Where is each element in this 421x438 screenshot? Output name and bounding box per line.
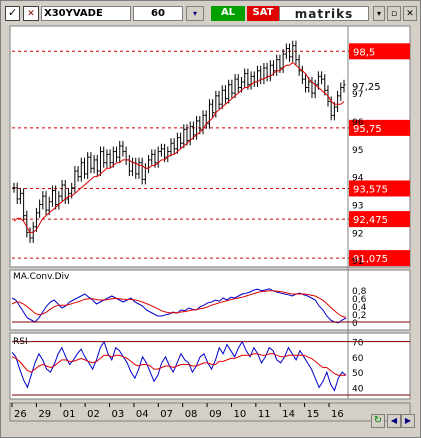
y-tick-label: 50 xyxy=(352,369,364,379)
y-tick-label: 0,6 xyxy=(352,295,367,305)
macd-line xyxy=(11,288,347,324)
y-tick-label: 40 xyxy=(352,384,364,394)
x-tick-label: 29 xyxy=(38,409,51,420)
ma-line xyxy=(13,61,345,233)
scroll-right-icon[interactable]: ▶ xyxy=(401,414,415,428)
level-box xyxy=(349,43,410,60)
x-tick-label: 01 xyxy=(63,409,76,420)
y-tick-label: 0,4 xyxy=(352,303,367,313)
level-box xyxy=(349,211,410,228)
settings-dropdown-icon[interactable]: ▾ xyxy=(186,6,204,21)
x-tick-label: 26 xyxy=(14,409,27,420)
symbol-close-icon[interactable]: ✕ xyxy=(23,6,39,21)
x-tick-label: 14 xyxy=(282,409,295,420)
navigation-bar: ↻ ◀ ▶ xyxy=(371,414,416,428)
level-label: 91,075 xyxy=(353,254,388,265)
scroll-left-icon[interactable]: ◀ xyxy=(387,414,401,428)
macd-title: MA.Conv.Div xyxy=(13,272,70,282)
restore-button[interactable]: ▫ xyxy=(387,6,401,21)
y-tick-label: 93 xyxy=(352,202,363,212)
level-box xyxy=(349,250,410,267)
level-box xyxy=(349,119,410,136)
x-tick-label: 04 xyxy=(136,409,149,420)
chart-area: 98,5 95,75 93,575 92,475 91,075 97 96 95 94 93 92 9… xyxy=(9,25,411,422)
y-tick-label: 0 xyxy=(352,319,358,329)
x-tick-label: 02 xyxy=(87,409,100,420)
time-axis-panel xyxy=(9,402,411,422)
y-tick-label: 91 xyxy=(352,257,363,267)
y-tick-label: 96 xyxy=(352,118,364,128)
x-tick-label: 11 xyxy=(258,409,271,420)
price-panel[interactable] xyxy=(9,25,411,268)
macd-panel[interactable] xyxy=(9,269,411,331)
check-icon: ✓ xyxy=(8,6,18,19)
rsi-title: RSI xyxy=(13,337,28,347)
x-tick-label: 07 xyxy=(160,409,173,420)
level-label: 93,575 xyxy=(353,184,388,195)
refresh-icon[interactable]: ↻ xyxy=(371,414,385,428)
buy-button[interactable]: AL xyxy=(211,6,245,21)
matriks-logo: matriks xyxy=(279,6,369,21)
toolbar: ✓ ✕ X30YVADE 60 ▾ AL SAT matriks ▾ ▫ ✕ xyxy=(3,6,418,22)
level-label: 92,475 xyxy=(353,215,388,226)
period-field[interactable]: 60 xyxy=(133,6,183,21)
select-checkbox[interactable]: ✓ xyxy=(5,6,20,21)
sell-button[interactable]: SAT xyxy=(247,6,279,21)
y-tick-label: 92 xyxy=(352,229,363,239)
signal-line xyxy=(11,290,347,318)
level-label: 98,5 xyxy=(353,47,375,58)
x-tick-label: 16 xyxy=(331,409,344,420)
x-tick-label: 03 xyxy=(112,409,125,420)
y-tick-label: 0,2 xyxy=(352,311,366,321)
y-tick-label: 95 xyxy=(352,146,363,156)
y-tick-label: 97 xyxy=(352,90,363,100)
current-value-label: 97,25 xyxy=(352,82,381,93)
level-box xyxy=(349,180,410,197)
rsi-average-line xyxy=(11,353,346,376)
close-button[interactable]: ✕ xyxy=(403,6,417,21)
y-tick-label: 94 xyxy=(352,174,364,184)
x-tick-label: 10 xyxy=(233,409,246,420)
minimize-button[interactable]: ▾ xyxy=(373,6,385,21)
x-tick-label: 08 xyxy=(185,409,198,420)
level-label: 95,75 xyxy=(353,124,382,135)
symbol-field[interactable]: X30YVADE xyxy=(41,6,131,21)
x-tick-label: 09 xyxy=(209,409,222,420)
y-tick-label: 60 xyxy=(352,354,364,364)
x-tick-label: 15 xyxy=(307,409,320,420)
y-tick-label: 70 xyxy=(352,339,364,349)
y-tick-label: 0,8 xyxy=(352,287,367,297)
